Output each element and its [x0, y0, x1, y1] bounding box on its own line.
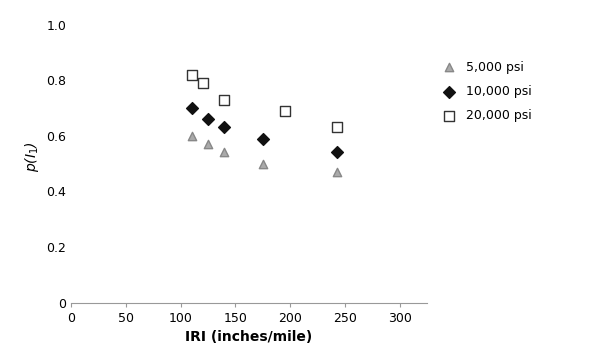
- 20,000 psi: [198, 80, 208, 86]
- 20,000 psi: [333, 125, 342, 130]
- 20,000 psi: [187, 72, 196, 78]
- 5,000 psi: [219, 150, 229, 155]
- 20,000 psi: [219, 97, 229, 103]
- 10,000 psi: [333, 150, 342, 155]
- 10,000 psi: [258, 136, 267, 141]
- 5,000 psi: [258, 161, 267, 167]
- 10,000 psi: [187, 105, 196, 111]
- Legend: 5,000 psi, 10,000 psi, 20,000 psi: 5,000 psi, 10,000 psi, 20,000 psi: [437, 61, 531, 122]
- 5,000 psi: [187, 133, 196, 138]
- 20,000 psi: [280, 108, 289, 114]
- 10,000 psi: [203, 116, 213, 122]
- X-axis label: IRI (inches/mile): IRI (inches/mile): [186, 330, 313, 344]
- 5,000 psi: [333, 169, 342, 175]
- 10,000 psi: [219, 125, 229, 130]
- Y-axis label: p(⁠$I_1$⁠): p(⁠$I_1$⁠): [23, 141, 41, 172]
- 5,000 psi: [203, 141, 213, 147]
